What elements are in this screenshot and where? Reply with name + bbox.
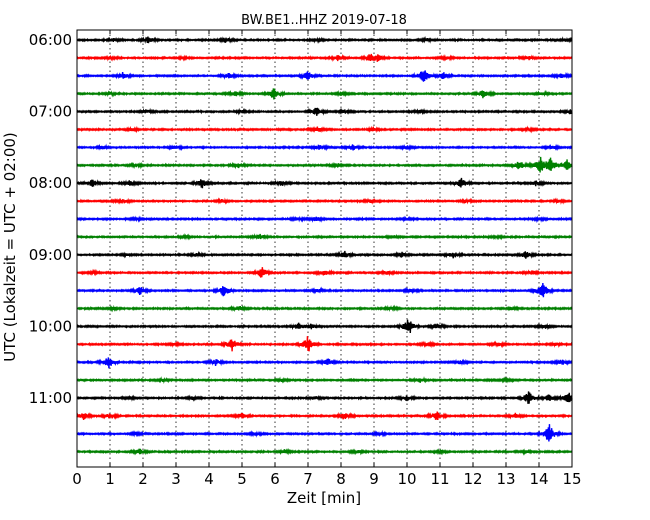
x-tick-label: 0 — [72, 470, 82, 488]
x-tick-label: 7 — [303, 470, 313, 488]
y-tick-label: 11:00 — [29, 389, 72, 407]
trace-1015 — [76, 336, 573, 352]
x-axis-label: Zeit [min] — [287, 489, 361, 507]
trace-0845 — [76, 233, 573, 241]
y-tick-label: 09:00 — [29, 246, 72, 264]
x-tick-label: 10 — [397, 470, 416, 488]
plot-frame — [76, 29, 573, 468]
x-axis: 0 1 2 3 4 5 6 7 8 9 10 11 12 13 14 15 — [72, 30, 582, 488]
trace-0700 — [76, 107, 573, 116]
x-tick-label: 14 — [529, 470, 548, 488]
trace-1045 — [76, 376, 573, 385]
trace-1115 — [76, 411, 573, 420]
x-tick-label: 6 — [270, 470, 280, 488]
trace-1145 — [76, 448, 573, 456]
chart-title: BW.BE1..HHZ 2019-07-18 — [241, 13, 407, 28]
trace-0900 — [76, 250, 573, 259]
trace-0600 — [76, 36, 573, 44]
y-axis-label: UTC (Lokalzeit = UTC + 02:00) — [1, 132, 19, 362]
trace-1030 — [76, 357, 573, 369]
trace-1100 — [76, 391, 573, 404]
x-tick-label: 3 — [171, 470, 181, 488]
trace-0615 — [76, 53, 573, 62]
y-tick-label: 06:00 — [29, 31, 72, 49]
grid-lines — [109, 30, 540, 467]
trace-0815 — [76, 197, 573, 205]
trace-0945 — [76, 304, 573, 313]
trace-0715 — [76, 125, 573, 134]
x-tick-label: 8 — [336, 470, 346, 488]
x-tick-label: 4 — [204, 470, 214, 488]
trace-1000 — [76, 319, 573, 333]
x-tick-label: 9 — [369, 470, 379, 488]
x-tick-label: 12 — [463, 470, 482, 488]
x-tick-label: 2 — [138, 470, 148, 488]
trace-group — [76, 36, 573, 456]
y-tick-label: 08:00 — [29, 174, 72, 192]
trace-0930 — [76, 283, 573, 298]
y-tick-label: 07:00 — [29, 103, 72, 121]
trace-0645 — [76, 88, 573, 100]
trace-0830 — [76, 215, 573, 224]
trace-0730 — [76, 143, 573, 152]
trace-0800 — [76, 177, 573, 189]
y-axis: 06:00 07:00 08:00 09:00 10:00 11:00 — [29, 31, 572, 407]
x-tick-label: 5 — [237, 470, 247, 488]
trace-1130 — [76, 424, 573, 442]
x-tick-label: 1 — [105, 470, 115, 488]
y-tick-label: 10:00 — [29, 317, 72, 335]
trace-0630 — [76, 70, 573, 82]
trace-0915 — [76, 267, 573, 278]
trace-0745 — [76, 156, 573, 173]
x-tick-label: 11 — [430, 470, 449, 488]
x-tick-label: 15 — [562, 470, 581, 488]
x-tick-label: 13 — [496, 470, 515, 488]
